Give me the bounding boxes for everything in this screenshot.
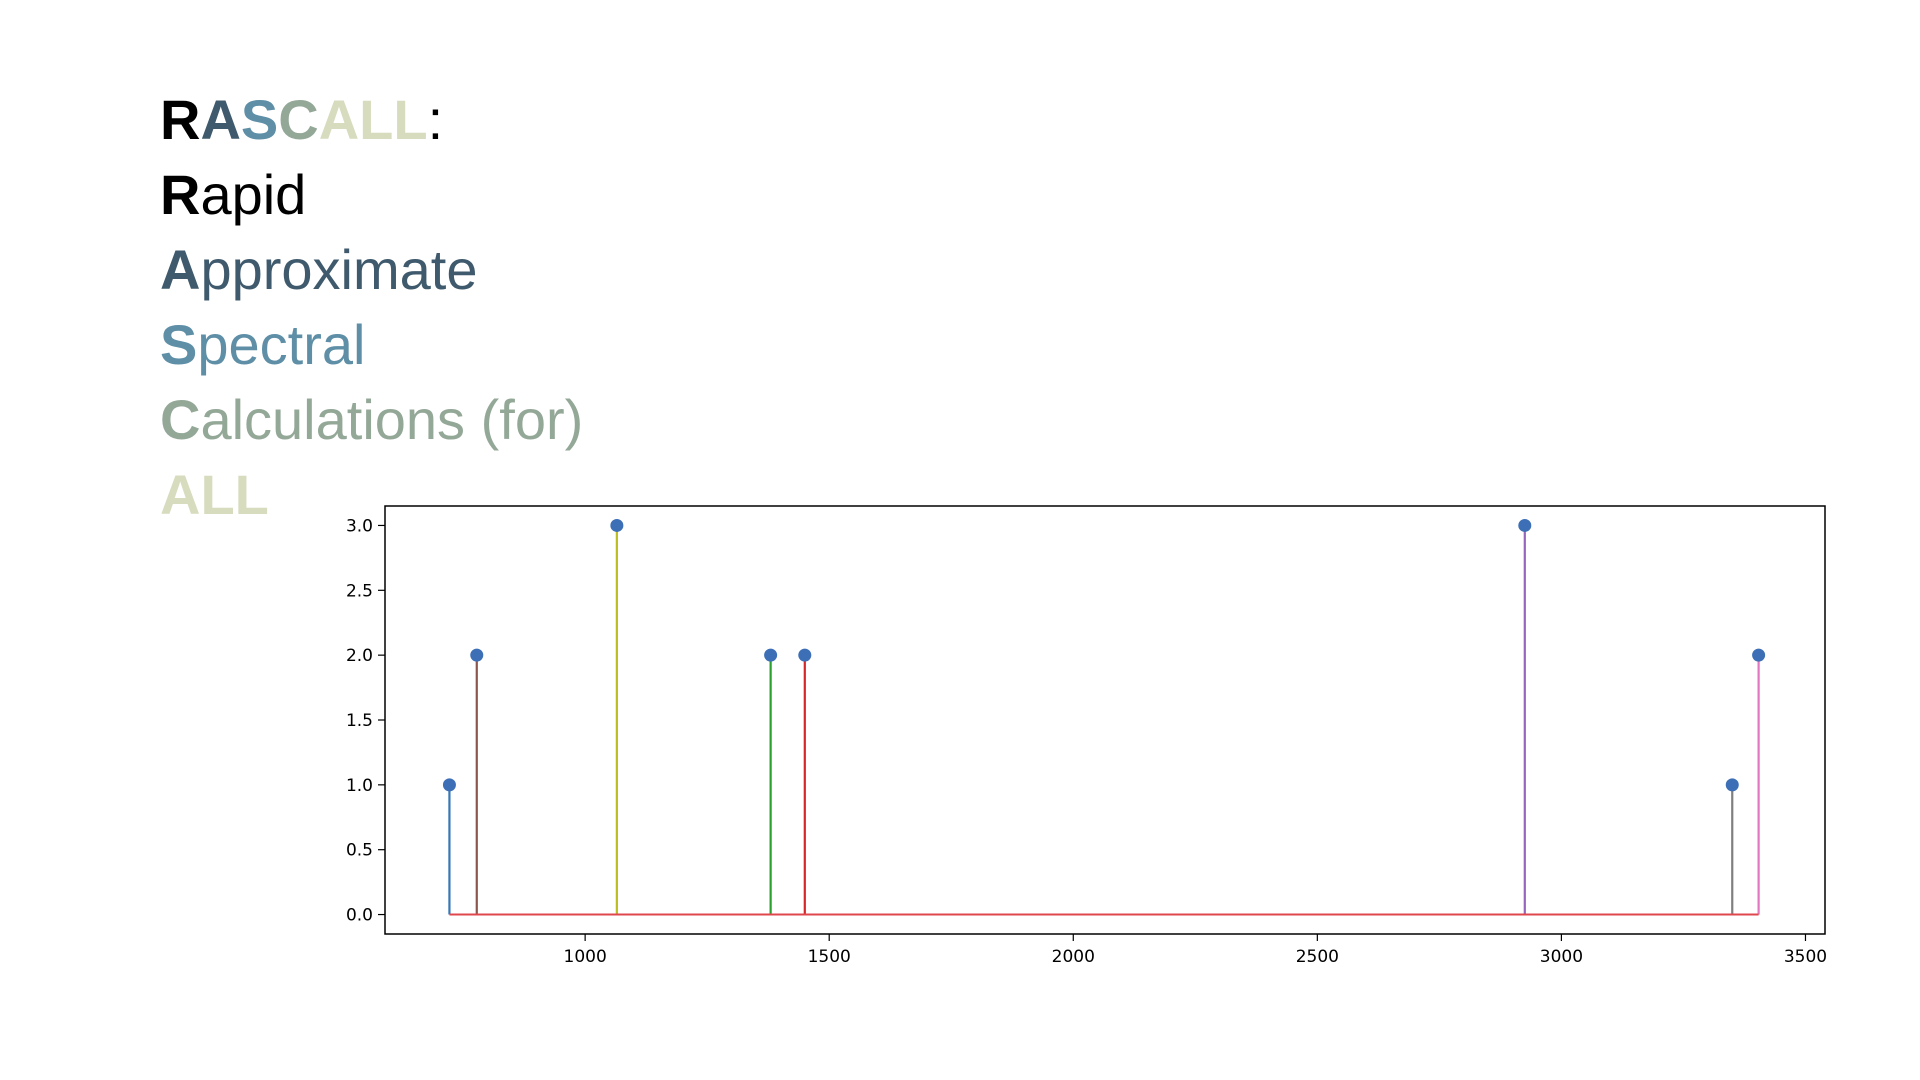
line-rest: apid bbox=[200, 163, 307, 226]
acronym-line-all: ALL bbox=[160, 457, 583, 532]
acronym-line-approximate: Approximate bbox=[160, 232, 583, 307]
y-tick-label: 0.5 bbox=[346, 841, 373, 861]
stem-marker bbox=[1518, 518, 1532, 532]
acronym-title: RASCALL: bbox=[160, 82, 583, 157]
title-colon: : bbox=[427, 88, 444, 151]
stem-chart: 0.0 0.5 1.0 1.5 2.0 2.5 3.0 1000 1500 2000 2500 30… bbox=[346, 505, 1827, 967]
line-initial: R bbox=[160, 163, 201, 226]
line-initial: C bbox=[160, 388, 201, 451]
line-rest: alculations (for) bbox=[200, 388, 584, 451]
y-tick-label: 2.0 bbox=[346, 646, 373, 666]
y-axis: 0.0 0.5 1.0 1.5 2.0 2.5 3.0 bbox=[346, 516, 385, 926]
y-tick-label: 1.5 bbox=[346, 711, 373, 731]
x-tick-label: 1500 bbox=[808, 947, 851, 967]
plot-frame bbox=[384, 505, 1826, 935]
x-tick-label: 1000 bbox=[564, 947, 607, 967]
stem-marker bbox=[610, 518, 624, 532]
line-rest: pproximate bbox=[200, 238, 478, 301]
title-letter-s: S bbox=[240, 88, 279, 151]
line-initial: S bbox=[160, 313, 198, 376]
line-initial: A bbox=[160, 238, 201, 301]
stem-series bbox=[442, 518, 1766, 916]
chart-container: 0.0 0.5 1.0 1.5 2.0 2.5 3.0 1000 1500 2000 2500 30… bbox=[300, 490, 1860, 990]
y-tick-label: 1.0 bbox=[346, 776, 373, 796]
title-letters-all: ALL bbox=[318, 88, 428, 151]
stem-marker bbox=[470, 648, 484, 662]
x-tick-label: 2000 bbox=[1052, 947, 1095, 967]
acronym-block: RASCALL: Rapid Approximate Spectral Calc… bbox=[160, 82, 583, 532]
x-axis: 1000 1500 2000 2500 3000 3500 bbox=[564, 934, 1827, 967]
stem-marker bbox=[798, 648, 812, 662]
acronym-line-calculations: Calculations (for) bbox=[160, 382, 583, 457]
line-initial: ALL bbox=[160, 463, 269, 526]
x-tick-label: 3500 bbox=[1784, 947, 1827, 967]
title-letter-c: C bbox=[278, 88, 319, 151]
x-tick-label: 3000 bbox=[1540, 947, 1583, 967]
x-tick-label: 2500 bbox=[1296, 947, 1339, 967]
stem-marker bbox=[442, 778, 456, 792]
y-tick-label: 2.5 bbox=[346, 581, 373, 601]
title-letter-r: R bbox=[160, 88, 201, 151]
title-letter-a: A bbox=[200, 88, 241, 151]
acronym-line-rapid: Rapid bbox=[160, 157, 583, 232]
y-tick-label: 3.0 bbox=[346, 516, 373, 536]
stem-marker bbox=[1725, 778, 1739, 792]
y-tick-label: 0.0 bbox=[346, 906, 373, 926]
stem-marker bbox=[1752, 648, 1766, 662]
acronym-line-spectral: Spectral bbox=[160, 307, 583, 382]
line-rest: pectral bbox=[197, 313, 366, 376]
stem-marker bbox=[764, 648, 778, 662]
